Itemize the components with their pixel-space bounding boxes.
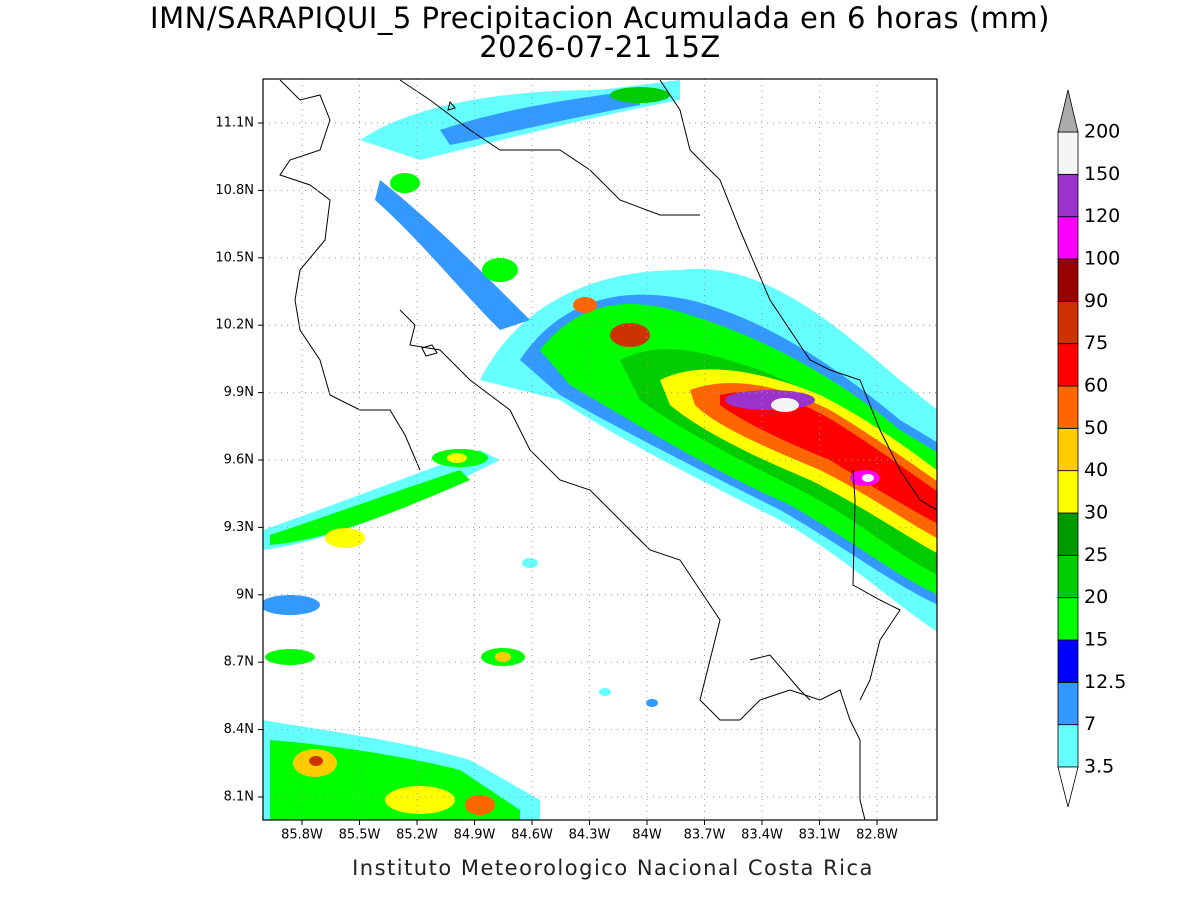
colorbar-box bbox=[1057, 385, 1079, 429]
lat-label: 8.7N bbox=[224, 655, 254, 670]
subtitle: 2026-07-21 15Z bbox=[479, 30, 721, 64]
colorbar-label: 30 bbox=[1084, 502, 1108, 524]
colorbar-box bbox=[1057, 512, 1079, 556]
colorbar-label: 20 bbox=[1084, 586, 1108, 608]
colorbar-label: 40 bbox=[1084, 459, 1108, 481]
colorbar-label: 100 bbox=[1084, 248, 1120, 270]
lat-label: 8.4N bbox=[224, 722, 254, 737]
colorbar-label: 50 bbox=[1084, 417, 1108, 439]
lat-label: 9.9N bbox=[224, 385, 254, 400]
lon-label: 84.6W bbox=[511, 828, 553, 843]
lon-label: 85.5W bbox=[339, 828, 381, 843]
lon-label: 85.2W bbox=[396, 828, 438, 843]
colorbar-box bbox=[1057, 470, 1079, 514]
lat-label: 8.1N bbox=[224, 790, 254, 805]
precip-field bbox=[263, 80, 937, 820]
colorbar: 3.5 7 12.5 15 20 25 30 40 50 60 75 90 100 120 150 200 bbox=[1057, 89, 1126, 808]
map-frame bbox=[262, 78, 938, 821]
colorbar-box bbox=[1057, 639, 1079, 683]
lat-label: 10.5N bbox=[215, 250, 254, 265]
lat-label: 10.2N bbox=[215, 318, 254, 333]
colorbar-label: 25 bbox=[1084, 544, 1108, 566]
lat-label: 9.6N bbox=[224, 453, 254, 468]
colorbar-label: 75 bbox=[1084, 332, 1108, 354]
graticule bbox=[258, 79, 937, 825]
colorbar-label: 15 bbox=[1084, 629, 1108, 651]
colorbar-box bbox=[1057, 258, 1079, 302]
lat-label: 10.8N bbox=[215, 183, 254, 198]
colorbar-low-arrow bbox=[1057, 766, 1079, 808]
colorbar-box bbox=[1057, 554, 1079, 599]
colorbar-label: 60 bbox=[1084, 375, 1108, 397]
lon-label: 83.1W bbox=[799, 828, 841, 843]
colorbar-box bbox=[1057, 216, 1079, 260]
colorbar-label: 120 bbox=[1084, 205, 1120, 227]
colorbar-box bbox=[1057, 681, 1079, 726]
lon-label: 84W bbox=[632, 828, 662, 843]
lat-label: 11.1N bbox=[215, 116, 254, 131]
colorbar-label: 7 bbox=[1084, 713, 1096, 735]
colorbar-box bbox=[1057, 173, 1079, 218]
colorbar-box bbox=[1057, 597, 1079, 641]
colorbar-label: 150 bbox=[1084, 163, 1120, 185]
lon-label: 85.8W bbox=[281, 828, 323, 843]
colorbar-box bbox=[1057, 300, 1079, 345]
colorbar-label: 3.5 bbox=[1084, 756, 1114, 778]
colorbar-box bbox=[1057, 343, 1079, 387]
colorbar-high-arrow bbox=[1057, 89, 1079, 133]
lat-label: 9.3N bbox=[224, 520, 254, 535]
colorbar-box bbox=[1057, 427, 1079, 472]
lat-label: 9N bbox=[236, 587, 254, 602]
colorbar-label: 200 bbox=[1084, 121, 1120, 143]
colorbar-box bbox=[1057, 724, 1079, 768]
colorbar-box bbox=[1057, 131, 1079, 175]
colorbar-label: 12.5 bbox=[1084, 671, 1126, 693]
lon-label: 83.7W bbox=[684, 828, 726, 843]
title: IMN/SARAPIQUI_5 Precipitacion Acumulada … bbox=[150, 1, 1050, 35]
lon-label: 82.8W bbox=[856, 828, 898, 843]
lon-label: 83.4W bbox=[741, 828, 783, 843]
footer: Instituto Meteorologico Nacional Costa R… bbox=[352, 856, 874, 880]
lon-label: 84.3W bbox=[569, 828, 611, 843]
lon-label: 84.9W bbox=[454, 828, 496, 843]
colorbar-label: 90 bbox=[1084, 290, 1108, 312]
coastlines bbox=[279, 79, 937, 820]
